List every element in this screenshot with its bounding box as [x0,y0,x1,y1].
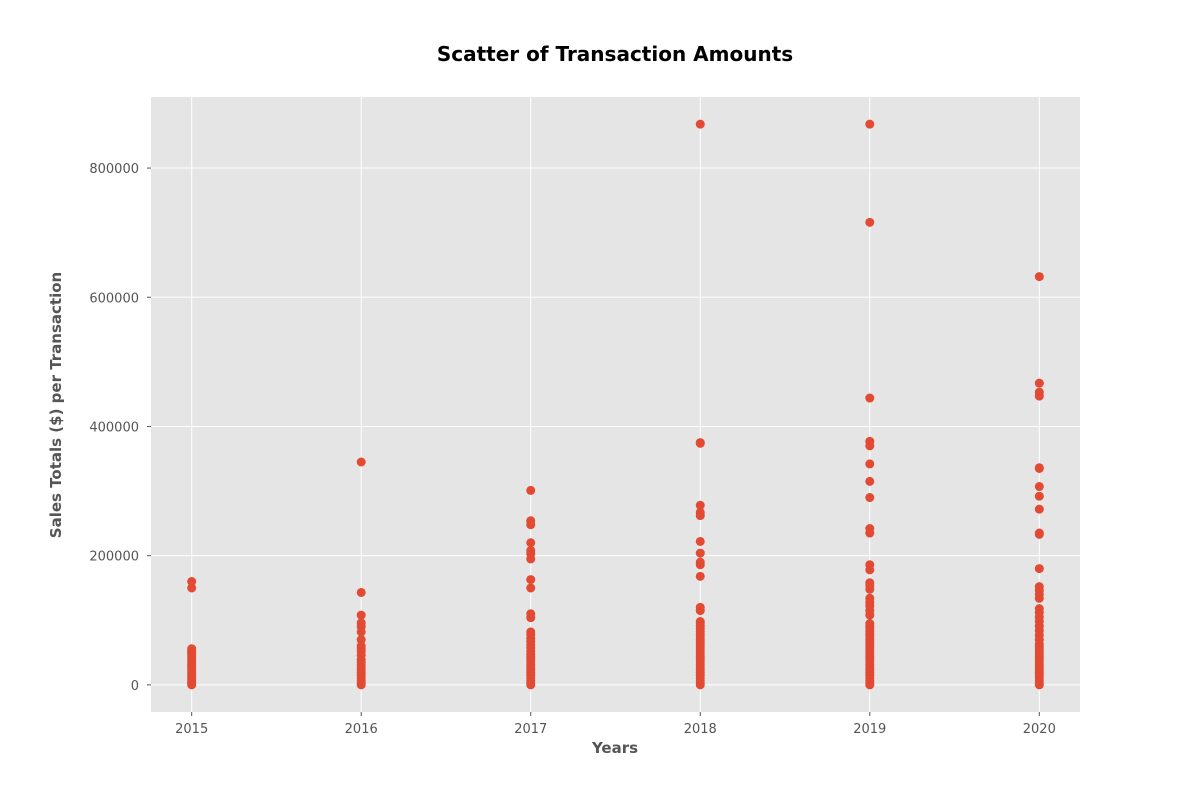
data-points [187,119,1044,690]
x-axis-ticks: 2015 2016 2017 2018 2019 2020 [175,712,1056,737]
y-axis-ticks: 0 200000 400000 600000 800000 [89,162,151,694]
data-point [865,393,875,403]
data-point [526,545,536,555]
data-point [695,557,705,567]
data-point [356,635,366,645]
data-point [695,119,705,129]
data-point [865,493,875,503]
data-point [1034,491,1044,501]
data-point [187,583,197,593]
y-axis-label: Sales Totals ($) per Transaction [47,272,65,538]
x-tick-label: 2020 [1023,722,1056,737]
data-point [526,583,536,593]
data-point [356,641,366,651]
y-tick-label: 800000 [89,162,139,177]
data-point [1034,463,1044,473]
data-point [865,217,875,227]
data-point [356,610,366,620]
data-point [865,459,875,469]
data-point [1034,582,1044,592]
data-point [1034,482,1044,492]
grid-lines [151,97,1080,712]
data-point [1034,604,1044,614]
data-point [865,560,875,570]
data-point [695,500,705,510]
data-point [695,536,705,546]
x-tick-label: 2019 [853,722,886,737]
plot-area [151,97,1080,712]
data-point [695,571,705,581]
data-point [526,575,536,585]
data-point [356,587,366,597]
data-point [526,609,536,619]
data-point [1034,564,1044,574]
data-point [865,476,875,486]
data-point [865,578,875,588]
data-point [1034,528,1044,538]
data-point [695,507,705,517]
data-point [695,438,705,448]
x-tick-label: 2018 [684,722,717,737]
y-tick-label: 200000 [89,550,139,565]
y-tick-label: 600000 [89,291,139,306]
data-point [187,644,197,654]
x-axis-label: Years [591,739,638,757]
data-point [187,577,197,587]
data-point [1034,387,1044,397]
data-point [695,548,705,558]
chart-title: Scatter of Transaction Amounts [437,42,793,66]
x-tick-label: 2017 [514,722,547,737]
data-point [526,516,536,526]
y-tick-label: 0 [131,679,139,694]
data-point [356,618,366,628]
y-tick-label: 400000 [89,420,139,435]
data-point [865,593,875,603]
data-point [1034,504,1044,514]
data-point [865,618,875,628]
data-point [526,538,536,548]
data-point [865,524,875,534]
data-point [356,457,366,467]
x-tick-label: 2016 [345,722,378,737]
data-point [526,485,536,495]
data-point [865,436,875,446]
data-point [526,627,536,637]
data-point [695,617,705,627]
data-point [695,602,705,612]
data-point [1034,272,1044,282]
data-point [1034,378,1044,388]
x-tick-label: 2015 [175,722,208,737]
data-point [865,119,875,129]
